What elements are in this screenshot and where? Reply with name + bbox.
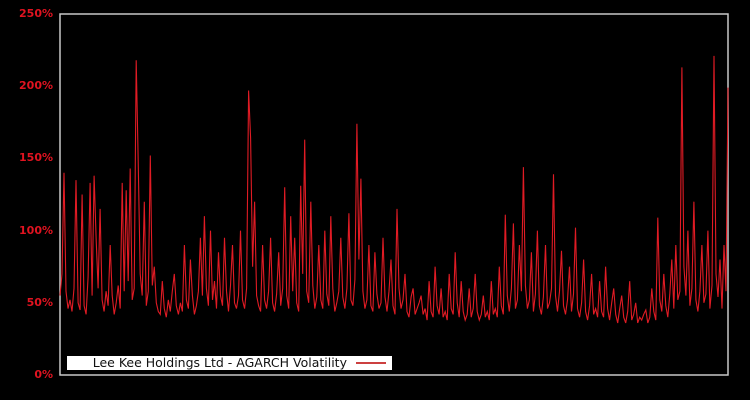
y-axis-tick-250: 250% xyxy=(19,7,53,20)
y-axis-tick-200: 200% xyxy=(19,79,53,92)
legend: Lee Kee Holdings Ltd - AGARCH Volatility xyxy=(67,356,392,370)
volatility-line xyxy=(59,55,729,324)
y-axis-tick-100: 100% xyxy=(19,224,53,237)
y-axis-tick-0: 0% xyxy=(34,368,53,381)
legend-line-sample-icon xyxy=(356,362,386,364)
legend-series-label: Lee Kee Holdings Ltd - AGARCH Volatility xyxy=(92,355,347,370)
plot-border xyxy=(59,13,729,376)
y-axis-tick-150: 150% xyxy=(19,151,53,164)
y-axis-tick-50: 50% xyxy=(26,296,53,309)
